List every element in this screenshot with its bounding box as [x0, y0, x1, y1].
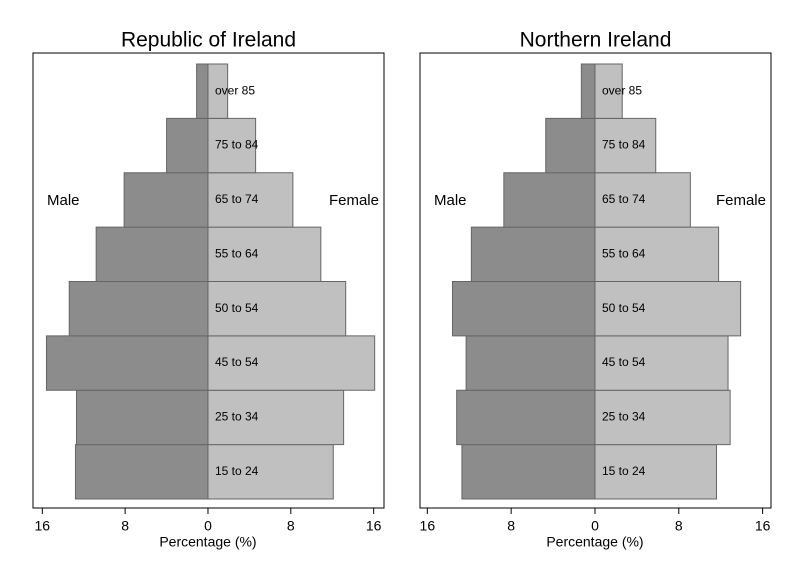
x-tick-label: 8: [287, 518, 295, 534]
category-label: 50 to 54: [602, 301, 646, 315]
x-tick-label: 16: [420, 518, 436, 534]
bar: [207, 172, 294, 228]
bar: [74, 444, 209, 500]
bar: [45, 335, 209, 391]
category-label: 45 to 54: [602, 355, 646, 369]
category-label: 75 to 84: [602, 138, 646, 152]
category-label: over 85: [602, 83, 642, 97]
bar: [95, 226, 209, 282]
bar: [580, 63, 596, 119]
bar: [207, 281, 347, 337]
x-axis-label: Percentage (%): [546, 534, 643, 550]
bar: [207, 226, 322, 282]
bar: [123, 172, 209, 228]
plot-frame: [419, 52, 772, 509]
category-label: 65 to 74: [215, 192, 259, 206]
bar: [545, 117, 596, 174]
bar: [461, 444, 596, 500]
category-label: 50 to 54: [215, 301, 259, 315]
annotation: Male: [47, 192, 80, 209]
bar: [196, 63, 209, 119]
bar: [465, 335, 596, 391]
x-tick-label: 16: [35, 518, 51, 534]
annotation: Female: [329, 192, 379, 209]
bar: [594, 281, 742, 337]
bar: [207, 389, 345, 446]
bar: [207, 117, 257, 174]
category-label: over 85: [215, 83, 255, 97]
x-tick-label: 8: [675, 518, 683, 534]
category-label: 15 to 24: [602, 464, 646, 478]
bar: [456, 389, 596, 446]
bar: [594, 117, 657, 174]
bar: [503, 172, 596, 228]
x-tick-label: 8: [507, 518, 515, 534]
bar: [594, 389, 731, 446]
category-label: 25 to 34: [602, 410, 646, 424]
annotation: Female: [716, 192, 766, 209]
chart-title: Republic of Ireland: [121, 29, 296, 52]
plot-frame: [32, 52, 385, 509]
x-tick-label: 16: [755, 518, 771, 534]
x-tick-label: 0: [591, 518, 599, 534]
annotation: Male: [434, 192, 467, 209]
bar: [594, 335, 729, 391]
category-label: 45 to 54: [215, 355, 259, 369]
category-label: 55 to 64: [602, 246, 646, 260]
x-tick-label: 16: [366, 518, 382, 534]
bar: [166, 117, 209, 174]
bar: [75, 389, 209, 446]
category-label: 75 to 84: [215, 138, 259, 152]
category-label: 65 to 74: [602, 192, 646, 206]
category-label: 55 to 64: [215, 246, 259, 260]
bar: [68, 281, 209, 337]
bar: [594, 226, 720, 282]
category-label: 15 to 24: [215, 464, 259, 478]
x-tick-label: 0: [204, 518, 212, 534]
x-tick-label: 8: [121, 518, 129, 534]
bar: [207, 63, 229, 119]
bar: [451, 281, 596, 337]
x-axis-label: Percentage (%): [159, 534, 256, 550]
category-label: 25 to 34: [215, 410, 259, 424]
bar: [594, 63, 623, 119]
bar: [470, 226, 596, 282]
bar: [594, 172, 691, 228]
chart-title: Northern Ireland: [520, 29, 672, 52]
